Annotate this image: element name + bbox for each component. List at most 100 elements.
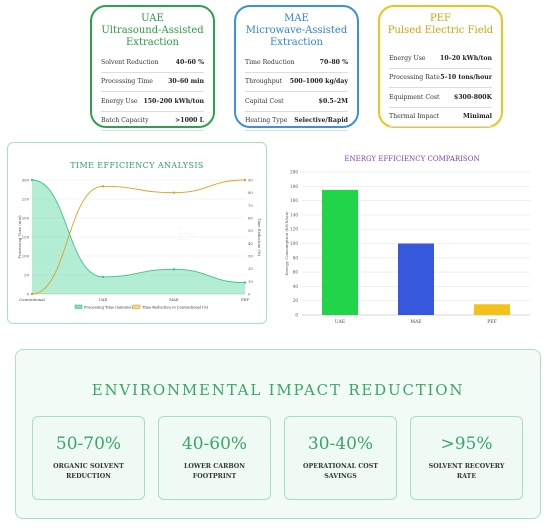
y2-tick-label: 40 <box>248 241 253 246</box>
row-key: Equipment Cost <box>389 93 440 101</box>
y2-tick-label: 70 <box>248 203 253 208</box>
uae-row: Processing Time 30–60 min <box>101 73 204 92</box>
pef-row: Processing Rate 5–10 tons/hour <box>389 69 492 88</box>
time-efficiency-panel: TIME EFFICIENCY ANALYSIS <box>7 142 267 324</box>
y-tick-label: 0 <box>295 313 298 318</box>
row-key: Capital Cost <box>245 97 284 105</box>
energy-chart-title: ENERGY EFFICIENCY COMPARISON <box>344 155 480 163</box>
bar <box>398 243 434 315</box>
row-key: Thermal Impact <box>389 113 440 121</box>
mae-title-abbr: MAE <box>284 13 309 24</box>
data-point <box>172 191 176 194</box>
y-tick-label: 100 <box>290 241 298 246</box>
row-value: 5–10 tons/hour <box>440 74 492 82</box>
y2-axis-label: Time Reduction (%) <box>257 218 262 257</box>
mae-row: Heating Type Selective/Rapid <box>245 112 348 131</box>
stat-value: 40-60% <box>181 434 248 454</box>
y2-tick-label: 80 <box>248 190 253 195</box>
y-tick-label: 20 <box>293 298 299 303</box>
y2-tick-label: 30 <box>248 254 253 259</box>
legend-label: Time Reduction vs Conventional (%) <box>142 305 209 309</box>
stat-label: LOWER CARBON FOOTPRINT <box>183 463 246 480</box>
y-tick-label: 160 <box>290 198 298 203</box>
y-tick-label: 150 <box>22 235 30 240</box>
row-key: Batch Capacity <box>101 117 149 125</box>
x-tick-label: MAE <box>169 297 179 302</box>
row-value: 150–200 kWh/ton <box>143 97 204 105</box>
y2-tick-label: 10 <box>248 279 253 284</box>
bar <box>322 189 358 315</box>
uae-title-abbr: UAE <box>141 13 164 24</box>
y-tick-label: 100 <box>22 254 30 259</box>
stat-label: SOLVENT RECOVERY RATE <box>428 463 505 480</box>
row-key: Time Reduction <box>245 58 295 66</box>
y-tick-label: 200 <box>290 170 298 175</box>
row-value: 30–60 min <box>168 78 204 86</box>
x-tick-label: MAE <box>410 319 421 325</box>
y-tick-label: 50 <box>24 273 29 278</box>
x-tick-label: UAE <box>335 319 345 325</box>
data-point <box>172 268 176 271</box>
data-point <box>101 275 105 279</box>
energy-efficiency-chart: 0 20 40 60 80 100 120 140 160 180 200 Energy Consum… <box>284 170 530 325</box>
mae-row: Capital Cost $0.5–2M <box>245 92 348 112</box>
row-value: Selective/Rapid <box>294 117 348 125</box>
annotation-text: ... <box>179 225 182 229</box>
row-key: Solvent Reduction <box>101 58 159 66</box>
row-key: Heating Type <box>245 117 288 125</box>
y2-tick-label: 50 <box>248 228 253 233</box>
time-efficiency-chart: 0 50 100 150 200 250 300 0 10 20 30 40 50 60 70 80 90 Con… <box>17 178 262 310</box>
stat-value: 50-70% <box>55 434 122 454</box>
y-tick-label: 80 <box>293 255 299 260</box>
uae-title-line2: Extraction <box>126 37 179 48</box>
row-key: Throughput <box>245 78 283 86</box>
y-tick-label: 250 <box>22 197 30 202</box>
series-line <box>31 179 246 284</box>
legend-label: Processing Time (minutes) <box>84 305 133 309</box>
data-point <box>243 178 247 182</box>
mae-title-line1: Microwave-Assisted <box>245 25 348 36</box>
row-key: Processing Time <box>101 78 153 86</box>
y-tick-label: 60 <box>293 270 299 275</box>
y-tick-label: 120 <box>290 227 298 232</box>
environmental-impact-panel: ENVIRONMENTAL IMPACT REDUCTION 50-70% OR… <box>15 349 541 519</box>
row-value: Minimal <box>463 113 492 121</box>
mae-row: Time Reduction 70–80 % <box>245 53 348 73</box>
pef-card: PEF Pulsed Electric Field Energy Use 10–2… <box>378 5 503 128</box>
y-tick-label: 40 <box>293 284 299 289</box>
row-value: 70–80 % <box>319 58 348 66</box>
x-tick-label: UAE <box>99 297 108 302</box>
pef-title-line1: Pulsed Electric Field <box>387 25 494 36</box>
y-tick-label: 140 <box>290 212 298 217</box>
y-tick-label: 300 <box>22 178 30 183</box>
series-line <box>31 179 246 295</box>
row-key: Energy Use <box>101 97 138 105</box>
annotation-text: ... ...... ...... <box>179 231 196 235</box>
row-value: 500–1000 kg/day <box>289 78 348 86</box>
data-point <box>101 185 105 188</box>
row-value: 10–20 kWh/ton <box>440 54 492 62</box>
data-point <box>243 281 247 284</box>
mae-title-line2: Extraction <box>270 37 323 48</box>
stat-card-cost: 30-40% OPERATIONAL COST SAVINGS <box>284 416 397 500</box>
stat-value: 30-40% <box>307 434 374 454</box>
bar <box>474 304 510 315</box>
mae-card: MAE Microwave-Assisted Extraction Time R… <box>234 5 359 131</box>
uae-card: UAE Ultrasound-Assisted Extraction Solve… <box>90 5 215 131</box>
pef-row: Thermal Impact Minimal <box>389 108 492 127</box>
stat-label: OPERATIONAL COST SAVINGS <box>303 463 378 480</box>
x-tick-label: PEF <box>487 319 496 325</box>
row-value: $0.5–2M <box>318 97 348 105</box>
pef-card-title: PEF Pulsed Electric Field <box>380 13 501 37</box>
row-value: 40–60 % <box>175 58 204 66</box>
time-chart-title: TIME EFFICIENCY ANALYSIS <box>70 161 204 170</box>
mae-card-title: MAE Microwave-Assisted Extraction <box>236 13 357 49</box>
series-area <box>32 180 245 294</box>
uae-title-line1: Ultrasound-Assisted <box>101 25 204 36</box>
row-key: Energy Use <box>389 54 426 62</box>
uae-row: Energy Use 150–200 kWh/ton <box>101 92 204 112</box>
y-tick-label: 200 <box>22 216 30 221</box>
y2-tick-label: 60 <box>248 216 253 221</box>
row-key: Processing Rate <box>389 74 440 82</box>
pef-row: Energy Use 10–20 kWh/ton <box>389 49 492 69</box>
